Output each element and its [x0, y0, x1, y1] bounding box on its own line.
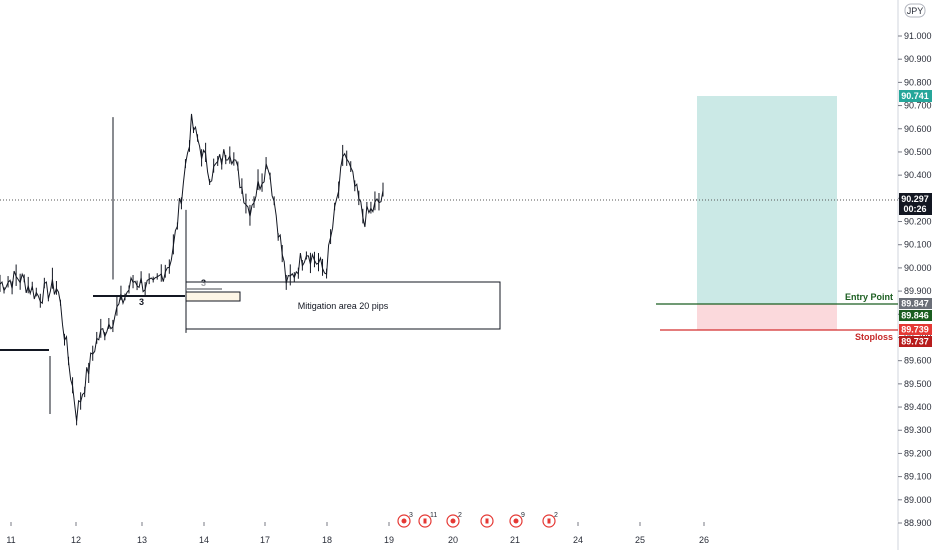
y-tick-label: 90.600 [904, 124, 932, 134]
y-tick-label: 89.500 [904, 379, 932, 389]
target-price-text: 90.741 [901, 91, 929, 101]
stop-price-text-2: 89.737 [901, 337, 929, 347]
x-tick-label: 19 [384, 535, 394, 545]
target-price-tag[interactable]: 90.741 [899, 90, 932, 102]
order-block-box[interactable] [185, 291, 241, 302]
current-price-text: 90.297 [901, 194, 929, 204]
current-price-tag[interactable]: 90.297 00:26 [899, 193, 932, 215]
x-tick-label: 11 [6, 535, 15, 545]
entry-price-text: 89.847 [901, 299, 929, 309]
mitigation-area-box[interactable] [185, 281, 501, 330]
y-tick-label: 90.400 [904, 170, 932, 180]
x-tick-label: 13 [137, 535, 147, 545]
y-tick-label: 91.000 [904, 31, 932, 41]
canada-event-icon[interactable] [480, 514, 494, 528]
stop-label: Stoploss [855, 332, 893, 342]
y-tick-label: 89.000 [904, 495, 932, 505]
y-tick-label: 90.500 [904, 147, 932, 157]
y-tick-label: 89.300 [904, 425, 932, 435]
y-tick-label: 88.900 [904, 518, 932, 528]
x-tick-label: 14 [199, 535, 209, 545]
japan-event-icon[interactable]: 2 [446, 512, 462, 528]
event-count: 11 [430, 512, 437, 519]
entry-price-tag-2[interactable]: 89.846 [899, 310, 932, 321]
event-count: 3 [409, 512, 413, 519]
currency-badge[interactable]: JPY [904, 3, 926, 18]
y-tick-label: 90.900 [904, 54, 932, 64]
y-tick-label: 90.700 [904, 101, 932, 111]
y-tick-label: 90.000 [904, 263, 932, 273]
loss-zone[interactable] [697, 304, 837, 330]
price-wicks [0, 117, 384, 426]
y-tick-label: 90.800 [904, 77, 932, 87]
x-tick-label: 17 [260, 535, 270, 545]
japan-event-icon[interactable]: 9 [509, 512, 525, 528]
price-series[interactable] [0, 113, 384, 422]
count-label-a: 3 [139, 297, 144, 307]
x-axis-ticks: 11 12 13 14 17 18 19 20 21 24 25 26 [6, 522, 709, 545]
entry-label: Entry Point [845, 292, 893, 302]
stop-price-text: 89.739 [901, 325, 929, 335]
event-count: 9 [521, 512, 525, 519]
x-tick-label: 25 [635, 535, 645, 545]
economic-events: 3 11 2 9 2 [397, 512, 558, 528]
x-tick-label: 26 [699, 535, 709, 545]
y-tick-label: 89.100 [904, 472, 932, 482]
y-tick-label: 89.200 [904, 448, 932, 458]
japan-event-icon[interactable]: 3 [397, 512, 413, 528]
y-tick-label: 89.900 [904, 286, 932, 296]
canada-event-icon[interactable]: 2 [542, 512, 558, 528]
y-tick-label: 89.400 [904, 402, 932, 412]
currency-label: JPY [907, 6, 924, 16]
entry-price-tag[interactable]: 89.847 [899, 298, 932, 309]
x-tick-label: 24 [573, 535, 583, 545]
x-tick-label: 12 [71, 535, 81, 545]
stop-price-tag[interactable]: 89.739 [899, 324, 932, 335]
event-count: 2 [554, 512, 558, 519]
countdown-text: 00:26 [903, 204, 926, 214]
x-tick-label: 18 [322, 535, 332, 545]
entry-price-text-2: 89.846 [901, 311, 929, 321]
y-tick-label: 90.100 [904, 240, 932, 250]
x-tick-label: 21 [510, 535, 520, 545]
mitigation-label: Mitigation area 20 pips [298, 301, 389, 311]
x-tick-label: 20 [448, 535, 458, 545]
y-tick-label: 89.600 [904, 356, 932, 366]
y-tick-label: 90.200 [904, 217, 932, 227]
stop-price-tag-2[interactable]: 89.737 [899, 336, 932, 347]
event-count: 2 [458, 512, 462, 519]
canada-event-icon[interactable]: 11 [418, 512, 437, 528]
